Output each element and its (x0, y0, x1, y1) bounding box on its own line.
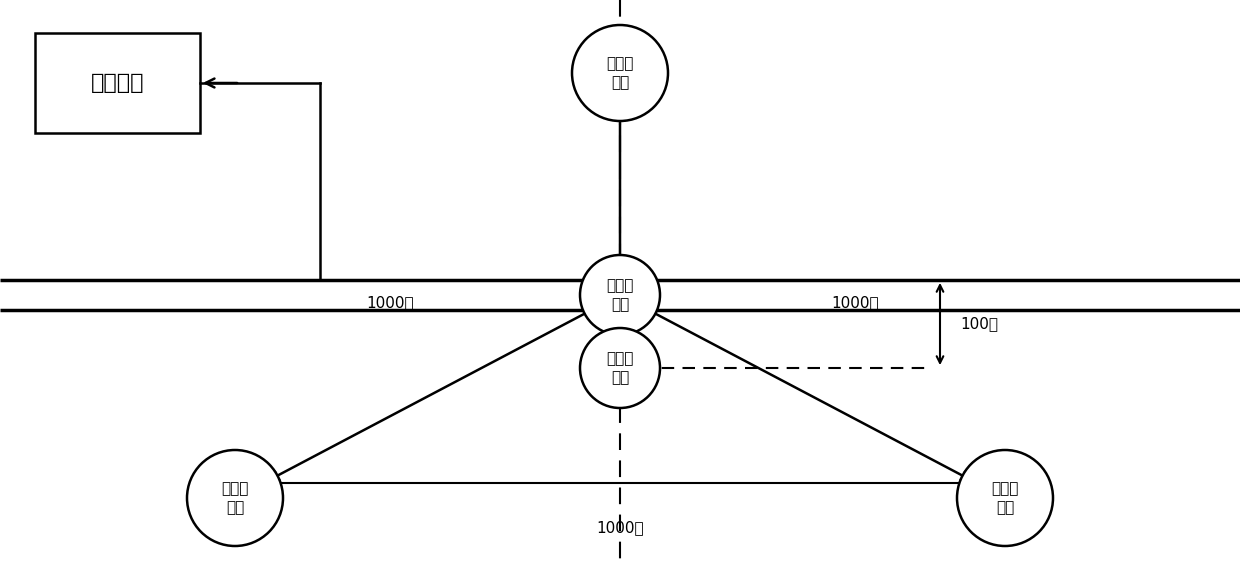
Text: 1000米: 1000米 (366, 296, 414, 311)
Text: 1000米: 1000米 (596, 521, 644, 535)
Circle shape (957, 450, 1053, 546)
Text: 辅助测
风站: 辅助测 风站 (606, 56, 634, 90)
Text: 辅助测
风站: 辅助测 风站 (991, 481, 1019, 515)
Text: 目标测
风点: 目标测 风点 (606, 278, 634, 312)
Text: 辅助测
风站: 辅助测 风站 (221, 481, 249, 515)
FancyArrowPatch shape (637, 304, 971, 480)
Circle shape (580, 328, 660, 408)
Circle shape (580, 255, 660, 335)
Text: 鐵路轨道: 鐵路轨道 (91, 73, 144, 93)
Text: 100米: 100米 (960, 316, 998, 332)
Text: 目标测
风站: 目标测 风站 (606, 351, 634, 385)
FancyArrowPatch shape (269, 304, 603, 480)
Circle shape (572, 25, 668, 121)
FancyArrowPatch shape (615, 112, 625, 275)
Text: 1000米: 1000米 (831, 296, 879, 311)
Circle shape (187, 450, 283, 546)
FancyBboxPatch shape (35, 33, 200, 133)
